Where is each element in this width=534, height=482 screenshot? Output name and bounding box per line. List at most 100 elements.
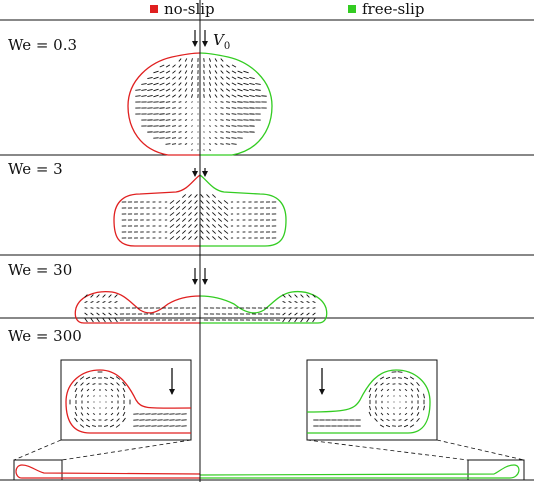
velocity-vector <box>178 107 182 109</box>
velocity-vector <box>379 424 385 428</box>
velocity-vector <box>122 381 126 387</box>
velocity-vector <box>191 125 193 127</box>
velocity-vector <box>231 125 237 127</box>
velocity-vector <box>114 312 118 316</box>
velocity-vector <box>214 101 218 103</box>
velocity-vector <box>122 417 126 423</box>
legend-label-free-slip: free-slip <box>362 0 424 18</box>
velocity-vector <box>181 206 187 210</box>
velocity-vector <box>255 89 261 91</box>
velocity-vector <box>217 218 223 222</box>
velocity-vector <box>159 64 165 68</box>
velocity-vector <box>178 131 182 133</box>
velocity-vector <box>169 224 175 228</box>
velocity-vector <box>282 312 286 316</box>
velocity-vector <box>220 58 224 62</box>
velocity-vector <box>188 200 192 204</box>
velocity-vector <box>184 76 188 80</box>
velocity-vector <box>374 418 378 422</box>
droplet-outline-free-slip-we-30 <box>199 290 328 324</box>
velocity-vector <box>165 94 171 98</box>
velocity-vector <box>115 376 121 380</box>
velocity-vector <box>178 125 182 127</box>
velocity-vector <box>203 107 205 109</box>
velocity-vector <box>385 376 391 380</box>
velocity-vector <box>203 143 205 145</box>
velocity-vector <box>86 418 90 422</box>
velocity-vector <box>165 76 171 80</box>
velocity-vector <box>282 317 286 323</box>
velocity-vector <box>172 101 176 103</box>
velocity-vector <box>231 88 237 92</box>
velocity-vector <box>288 317 292 323</box>
velocity-vector <box>165 101 171 103</box>
velocity-vector <box>203 131 205 133</box>
velocity-vector <box>306 301 310 303</box>
velocity-vector <box>214 137 218 139</box>
velocity-vector <box>214 125 218 127</box>
panel-separators <box>0 19 534 481</box>
velocity-field-inset-free-slip <box>313 371 425 428</box>
velocity-vector <box>225 143 231 145</box>
velocity-vector <box>203 125 205 127</box>
velocity-vector <box>104 389 108 391</box>
velocity-vector <box>255 95 261 97</box>
velocity-vector <box>411 394 413 398</box>
velocity-vector <box>178 137 182 139</box>
velocity-vector <box>184 125 188 127</box>
velocity-vector <box>123 393 125 399</box>
velocity-vector <box>226 70 230 74</box>
velocity-vector <box>169 206 175 210</box>
velocity-vector <box>206 200 210 204</box>
velocity-vector <box>85 424 91 428</box>
velocity-vector <box>231 137 237 139</box>
velocity-vector <box>398 419 402 421</box>
velocity-vector <box>191 58 193 62</box>
velocity-label: V0 <box>213 31 230 52</box>
velocity-vector <box>226 101 230 103</box>
velocity-vector <box>417 394 419 398</box>
legend-swatch-no-slip <box>150 5 158 13</box>
velocity-vector <box>159 94 165 98</box>
velocity-vector <box>410 412 414 416</box>
velocity-vector <box>217 230 223 234</box>
velocity-vector <box>225 94 231 98</box>
velocity-vector <box>225 125 231 127</box>
legend-swatch-free-slip <box>348 5 356 13</box>
velocity-vector <box>288 294 292 298</box>
velocity-vector <box>403 424 409 428</box>
velocity-vector <box>116 412 120 416</box>
velocity-vector <box>184 70 188 74</box>
velocity-vector <box>209 149 211 151</box>
velocity-vector <box>243 94 249 98</box>
velocity-vector <box>159 70 165 74</box>
velocity-vector <box>212 194 216 198</box>
velocity-vector <box>191 94 193 98</box>
droplet-outline-free-slip-we-0.3 <box>199 52 273 156</box>
velocity-vector <box>178 76 182 80</box>
velocity-vector <box>206 224 210 228</box>
velocity-vector <box>114 307 118 309</box>
thin-sheet-no-slip <box>15 464 201 479</box>
velocity-vector <box>75 405 77 411</box>
velocity-vector <box>423 393 425 399</box>
droplet-outline-no-slip-we-30 <box>74 290 201 324</box>
velocity-vector <box>231 119 237 121</box>
velocity-vector <box>147 88 153 92</box>
velocity-vector <box>208 82 212 86</box>
velocity-vector <box>191 76 193 80</box>
velocity-vector <box>181 236 187 240</box>
velocity-vector <box>75 393 77 399</box>
velocity-vector <box>410 382 414 386</box>
velocity-vector <box>178 143 182 145</box>
velocity-vector <box>398 377 402 379</box>
velocity-vector <box>79 376 85 380</box>
velocity-vector <box>102 301 106 303</box>
velocity-vector <box>386 412 390 416</box>
velocity-vector <box>105 407 107 409</box>
velocity-vector <box>153 76 159 80</box>
zoom-region-no-slip <box>13 459 63 481</box>
velocity-vector <box>109 376 115 380</box>
velocity-vector <box>220 64 224 68</box>
velocity-vector <box>385 424 391 428</box>
